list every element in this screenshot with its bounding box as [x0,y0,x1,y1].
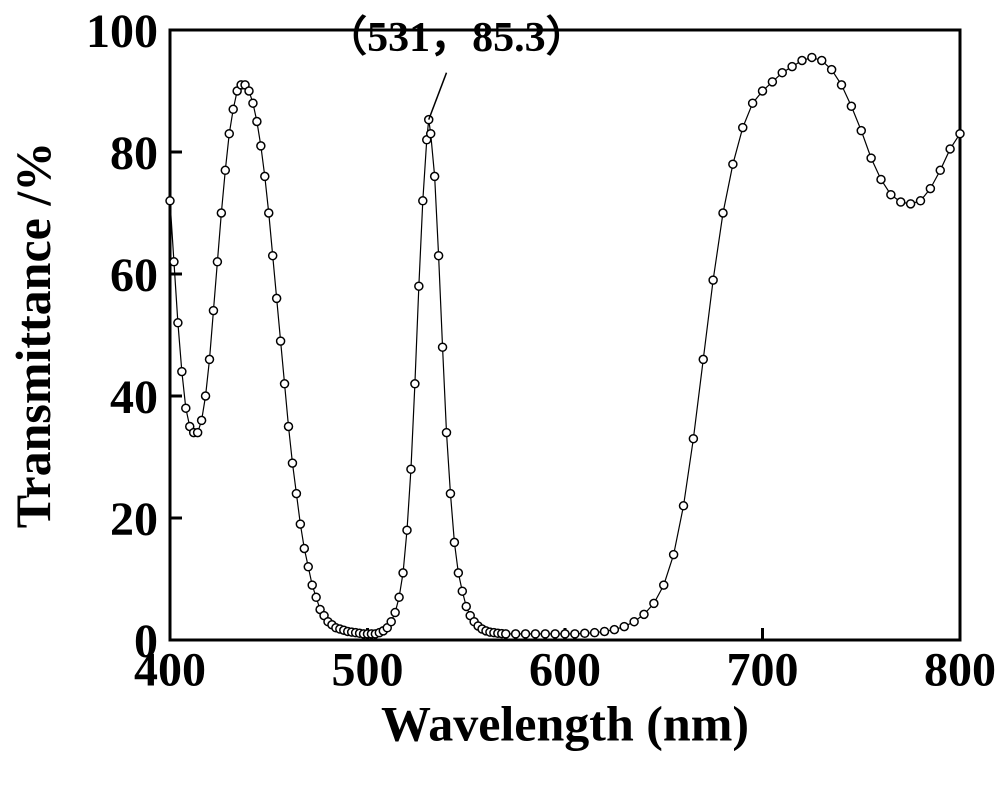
y-ticks: 0 20 40 60 80 100 [86,5,182,668]
svg-text:100: 100 [86,5,158,58]
svg-text:80: 80 [110,127,158,180]
svg-text:60: 60 [110,249,158,302]
svg-text:500: 500 [332,644,404,697]
svg-text:600: 600 [529,644,601,697]
peak-annotation: （531，85.3） [325,14,588,120]
svg-text:20: 20 [110,493,158,546]
chart-container: 400500600700800 020406080100 （531，85.3） … [0,0,1000,790]
svg-text:0: 0 [134,615,158,668]
svg-text:40: 40 [110,371,158,424]
svg-text:（531，85.3）: （531，85.3） [325,14,588,61]
transmittance-chart: 400500600700800 020406080100 （531，85.3） … [0,0,1000,790]
data-series [166,53,964,637]
svg-text:800: 800 [924,644,996,697]
svg-text:700: 700 [727,644,799,697]
y-axis-label: Transmittance /% [5,142,61,529]
x-axis-label: Wavelength (nm) [381,696,749,752]
plot-border [170,30,960,640]
